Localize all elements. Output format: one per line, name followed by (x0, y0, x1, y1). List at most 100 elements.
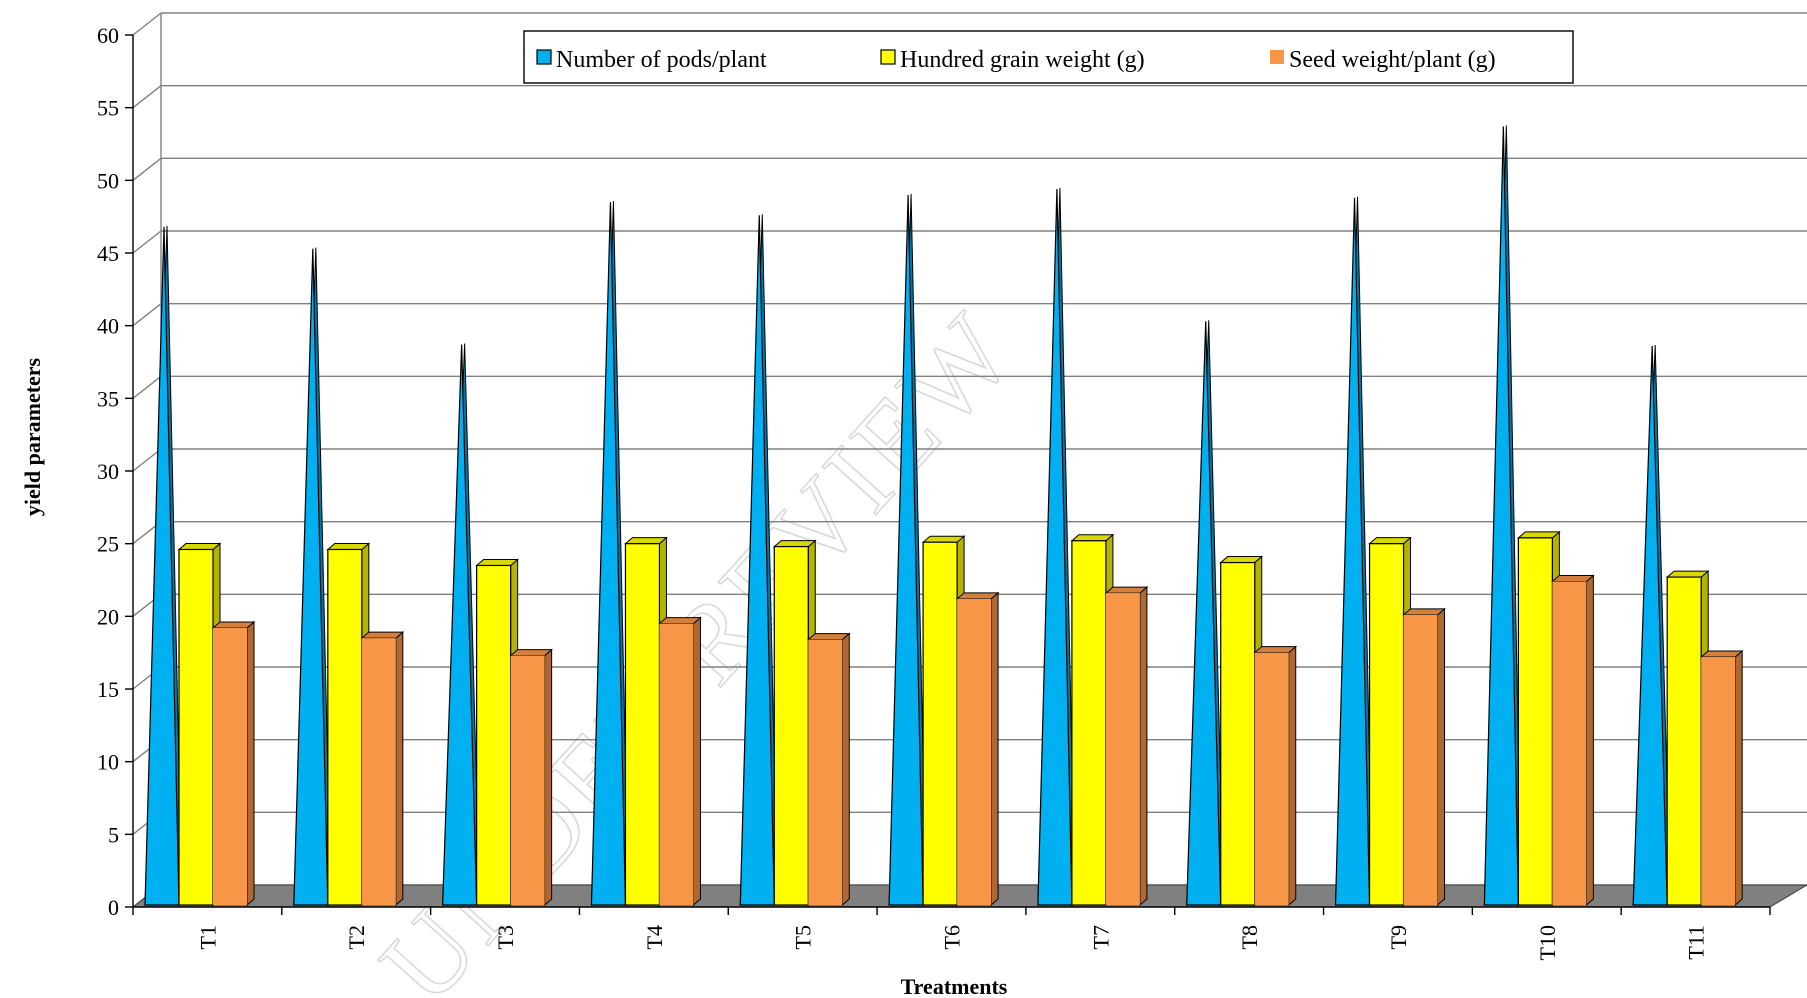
gridline-side (132, 12, 162, 36)
y-tick-label: 55 (97, 96, 119, 121)
bar-front (1701, 657, 1736, 905)
bar (1551, 574, 1595, 907)
bar (293, 247, 332, 906)
y-axis-title: yield parameters (20, 357, 45, 516)
bar-front (1254, 652, 1289, 905)
bar (1334, 196, 1374, 906)
bar-front (1220, 561, 1256, 906)
x-tick-label: T9 (1386, 925, 1411, 949)
bar (1699, 649, 1744, 907)
x-tick-label: T4 (642, 925, 667, 949)
legend-swatch (1270, 50, 1284, 64)
bar-front (739, 215, 775, 906)
bar-top (1699, 650, 1744, 658)
bar (1104, 585, 1149, 907)
bar-top (1368, 537, 1412, 545)
y-tick-label: 0 (108, 895, 119, 920)
bar-top (921, 535, 966, 543)
bar-top (360, 631, 405, 639)
x-tick-label: T8 (1237, 925, 1262, 949)
bar-top (177, 542, 222, 550)
bar-front (1632, 345, 1668, 906)
bar-front (659, 623, 694, 905)
y-tick-label: 35 (97, 386, 119, 411)
bar-top (658, 617, 702, 625)
bar-front (361, 638, 396, 905)
gridline-side (132, 157, 162, 181)
bar-front (1334, 197, 1371, 906)
bar-front (1368, 543, 1405, 906)
x-tick-label: T10 (1535, 925, 1560, 960)
bar-front (213, 627, 247, 905)
bar (1253, 645, 1298, 907)
bar-top (1104, 586, 1149, 594)
bar-top (509, 649, 553, 657)
bar-front (178, 548, 214, 906)
bar-front (1186, 321, 1222, 906)
bar-front (922, 541, 958, 906)
bar-side (246, 620, 255, 907)
bar-side (1585, 574, 1594, 907)
bar-front (327, 548, 363, 906)
bar-front (442, 344, 478, 906)
legend-swatch (880, 49, 896, 65)
bar-top (1402, 608, 1446, 616)
bar-side (544, 648, 553, 907)
legend: Number of pods/plant Hundred grain weight… (523, 30, 1574, 84)
legend-swatch (536, 49, 552, 65)
y-tick-label: 30 (97, 459, 119, 484)
y-tick-label: 60 (97, 23, 119, 48)
x-tick-label: T7 (1088, 925, 1113, 949)
bar-top (1551, 574, 1595, 582)
bar (1037, 188, 1076, 906)
bar-top (475, 558, 519, 566)
x-tick-label: T2 (344, 925, 369, 949)
bar (955, 591, 1000, 907)
bar-side (395, 631, 404, 907)
bar-front (888, 194, 924, 906)
bar-top (211, 621, 256, 629)
y-axis: 0 5 10 15 20 25 30 35 40 45 50 55 60 (97, 23, 134, 920)
bar-front (1037, 189, 1073, 906)
bar-top (624, 537, 668, 545)
bar (509, 648, 553, 907)
bar-top (1253, 646, 1298, 654)
x-tick-label: T5 (791, 925, 816, 949)
bar (1483, 125, 1522, 906)
y-tick-label: 25 (97, 532, 119, 557)
bar-side (692, 616, 701, 907)
y-tick-label: 40 (97, 314, 119, 339)
y-tick-label: 20 (97, 604, 119, 629)
bar (1632, 344, 1671, 906)
bars (144, 125, 1744, 907)
bar (806, 632, 851, 907)
bar-front (1071, 540, 1107, 906)
bar-top (806, 633, 851, 641)
bar-front (773, 545, 809, 906)
x-tick-label: T6 (940, 925, 965, 949)
bar-side (1139, 585, 1148, 907)
bar-top (1665, 570, 1710, 578)
bar-front (957, 598, 992, 905)
bar-front (476, 564, 512, 906)
bar-front (1105, 593, 1140, 905)
bar-front (624, 543, 661, 906)
gridline-side (132, 375, 162, 399)
x-tick-label: T1 (195, 925, 220, 949)
bar-top (1070, 534, 1115, 542)
bar-top (1219, 556, 1264, 564)
bar (144, 225, 183, 906)
bar-top (955, 592, 1000, 600)
bar-side (990, 591, 999, 907)
bar (360, 631, 405, 907)
legend-label: Seed weight/plant (g) (1289, 47, 1496, 73)
y-tick-label: 15 (97, 677, 119, 702)
bar-side (1734, 649, 1743, 907)
bar-front (1666, 576, 1702, 906)
bar-front (1403, 614, 1438, 905)
bar (888, 193, 927, 906)
bar-top (772, 540, 817, 548)
y-tick-label: 45 (97, 241, 119, 266)
bar-front (510, 655, 545, 905)
x-axis: T1 T2 T3 T4 T5 T6 T7 T8 T9 T10 T11 (132, 906, 1771, 960)
